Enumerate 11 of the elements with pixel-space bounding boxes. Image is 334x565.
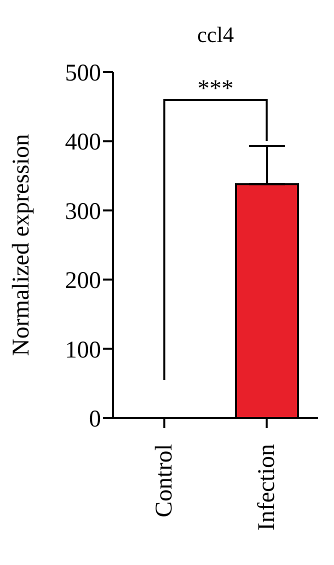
y-tick-label: 100: [65, 337, 101, 364]
chart-title: ccl4: [196, 22, 235, 48]
annotation: ***: [198, 76, 234, 102]
x-tick-label: Control: [151, 444, 178, 518]
y-tick-label: 400: [65, 130, 101, 156]
y-tick-label: 300: [65, 198, 101, 225]
y-tick-label: 0: [89, 406, 101, 433]
y-tick-label: 200: [65, 268, 101, 294]
x-tick-label: Infection: [254, 444, 280, 531]
y-axis-title: Normalized expression: [8, 134, 35, 356]
y-tick-label: 500: [65, 60, 101, 87]
